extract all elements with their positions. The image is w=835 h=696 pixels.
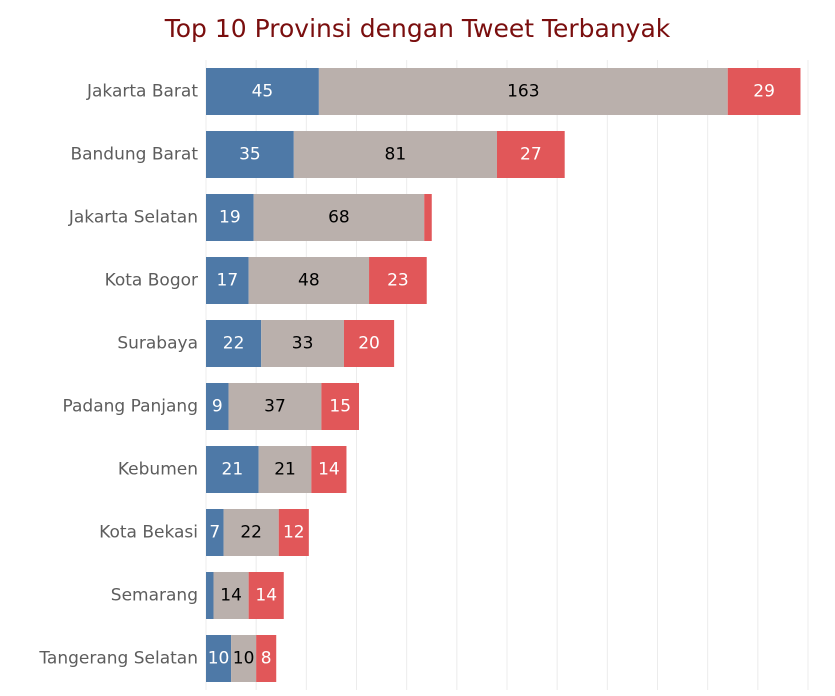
category-label: Kota Bogor (105, 271, 198, 291)
data-label: 22 (223, 334, 245, 354)
data-label: 14 (220, 586, 242, 606)
bar-segment (206, 509, 224, 556)
bar-segment (311, 446, 347, 493)
data-label: 35 (239, 145, 261, 165)
bar-segment (318, 68, 728, 115)
bar-segment (369, 257, 427, 304)
bar-segment (206, 446, 259, 493)
bar-segment (206, 68, 319, 115)
bar-segment (343, 320, 395, 367)
bar-segment (278, 509, 309, 556)
data-label: 17 (217, 271, 239, 291)
data-label: 10 (208, 649, 230, 669)
data-label: 81 (385, 145, 407, 165)
category-label: Kebumen (118, 460, 198, 480)
data-label: 27 (520, 145, 542, 165)
chart-title: Top 10 Provinsi dengan Tweet Terbanyak (164, 14, 671, 43)
bar-segment (248, 257, 370, 304)
category-label: Semarang (111, 586, 198, 606)
data-label: 22 (240, 523, 262, 543)
data-label: 48 (298, 271, 320, 291)
bar-segment (258, 446, 312, 493)
category-label: Tangerang Selatan (38, 649, 198, 669)
data-label: 8 (261, 649, 272, 669)
data-label: 12 (283, 523, 305, 543)
bar-segment (223, 509, 279, 556)
bar-segment (727, 68, 801, 115)
bar-segment (496, 131, 565, 178)
bar-segment (206, 383, 229, 430)
category-label: Surabaya (117, 334, 198, 354)
bar-segment (206, 320, 262, 367)
data-label: 7 (209, 523, 220, 543)
data-label: 29 (753, 82, 775, 102)
bar-segment (206, 635, 232, 682)
bar-segment (321, 383, 360, 430)
data-label: 15 (329, 397, 351, 417)
bar-segment (206, 572, 214, 619)
bar-segment (424, 194, 432, 241)
data-label: 21 (274, 460, 296, 480)
data-label: 33 (292, 334, 314, 354)
category-label: Kota Bekasi (99, 523, 198, 543)
data-label: 21 (222, 460, 244, 480)
bar-segment (248, 572, 284, 619)
bar-segment (293, 131, 497, 178)
data-label: 14 (318, 460, 340, 480)
category-label: Bandung Barat (70, 145, 198, 165)
bar-segment (228, 383, 322, 430)
bar-segment (231, 635, 257, 682)
data-label: 9 (212, 397, 223, 417)
bar-segment (206, 194, 254, 241)
category-label: Padang Panjang (63, 397, 198, 417)
data-label: 23 (387, 271, 409, 291)
bar-segment (261, 320, 344, 367)
bar-segment (253, 194, 425, 241)
data-label: 10 (233, 649, 255, 669)
bar-segment (213, 572, 249, 619)
bar-segment (206, 257, 249, 304)
data-label: 20 (358, 334, 380, 354)
bar-segment (256, 635, 277, 682)
data-label: 19 (219, 208, 241, 228)
data-label: 45 (252, 82, 274, 102)
data-label: 163 (507, 82, 539, 102)
data-label: 14 (255, 586, 277, 606)
bar-segment (206, 131, 294, 178)
data-label: 37 (264, 397, 286, 417)
data-label: 68 (328, 208, 350, 228)
category-label: Jakarta Selatan (68, 208, 198, 228)
category-label: Jakarta Barat (86, 82, 198, 102)
